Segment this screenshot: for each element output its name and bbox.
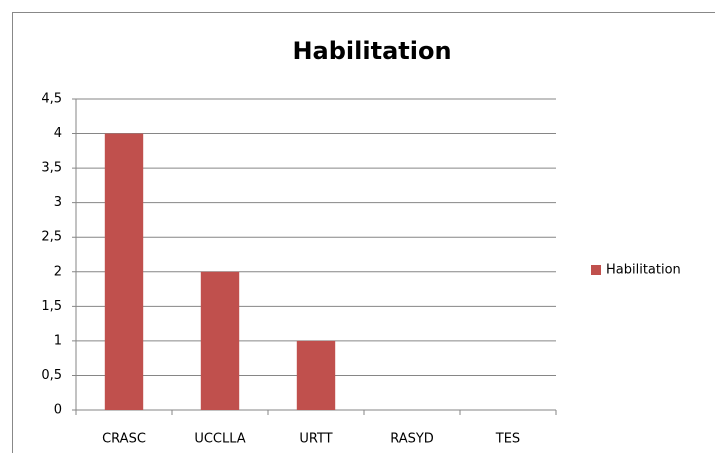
x-tick-label: CRASC	[102, 432, 146, 447]
bar	[105, 134, 143, 410]
legend-label: Habilitation	[606, 263, 681, 278]
chart-title: Habilitation	[292, 37, 451, 65]
y-tick-label: 0,5	[41, 368, 62, 383]
bar	[297, 341, 335, 410]
y-tick-label: 2	[54, 264, 62, 279]
bar	[201, 272, 239, 410]
y-tick-label: 1	[54, 333, 62, 348]
y-tick-label: 3	[54, 195, 62, 210]
y-tick-label: 1,5	[41, 299, 62, 314]
y-tick-label: 4	[54, 126, 62, 141]
x-tick-label: URTT	[299, 432, 332, 447]
x-tick-label: UCCLLA	[194, 432, 245, 447]
y-tick-label: 2,5	[41, 230, 62, 245]
legend-swatch	[591, 265, 601, 275]
x-tick-label: TES	[495, 432, 520, 447]
x-tick-label: RASYD	[390, 432, 434, 447]
y-tick-label: 3,5	[41, 161, 62, 176]
y-tick-label: 0	[54, 403, 62, 418]
y-tick-label: 4,5	[41, 92, 62, 107]
